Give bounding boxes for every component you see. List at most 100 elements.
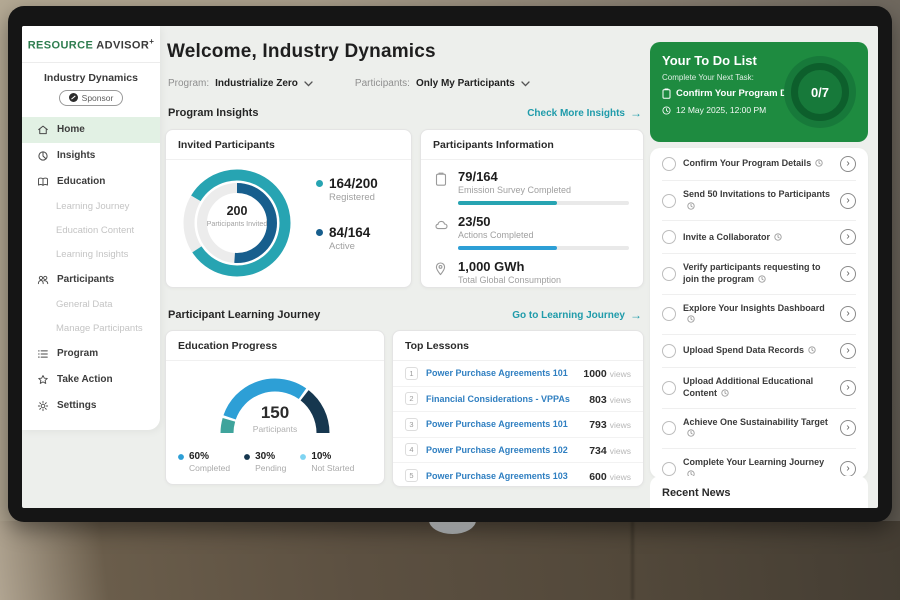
lesson-rank: 1 (405, 366, 418, 380)
top-lessons-card-title: Top Lessons (393, 331, 643, 361)
sidebar-item-label: Settings (57, 400, 97, 412)
task-checkbox[interactable] (662, 461, 676, 476)
task-row: Invite a Collaborator › (662, 221, 856, 255)
lesson-link[interactable]: Power Purchase Agreements 101 (426, 419, 568, 430)
todo-subtitle: Complete Your Next Task: (662, 73, 754, 82)
task-row: Send 50 Invitations to Participants › (662, 181, 856, 222)
logo-advisor: ADVISOR (96, 39, 150, 52)
survey-value: 79/164 (458, 169, 498, 184)
task-clock-icon (687, 315, 695, 324)
task-label: Complete Your Learning Journey (683, 456, 825, 467)
settings-icon (37, 400, 49, 411)
chevron-right-icon: › (846, 231, 850, 243)
chevron-right-icon: › (846, 381, 850, 393)
sidebar-item-label: Take Action (57, 374, 113, 386)
survey-label: Emission Survey Completed (458, 185, 572, 195)
lesson-link[interactable]: Power Purchase Agreements 103 (426, 470, 568, 481)
sidebar-item-general-data[interactable]: General Data (56, 299, 113, 311)
task-chevron-button[interactable]: › (840, 192, 856, 209)
survey-progress-bar (458, 201, 629, 205)
task-chevron-button[interactable]: › (840, 420, 856, 437)
task-checkbox[interactable] (662, 230, 676, 245)
check-more-insights-link[interactable]: Check More Insights → (527, 106, 642, 120)
sidebar-item-label: Participants (57, 274, 115, 286)
task-row: Explore Your Insights Dashboard › (662, 295, 856, 336)
gauge-notstarted-arc (220, 417, 236, 434)
insights-icon (38, 151, 48, 161)
registered-dot-icon (316, 180, 323, 187)
task-checkbox[interactable] (662, 157, 676, 171)
recent-news-title: Recent News (662, 487, 731, 499)
legend-completed: 60% Completed (178, 451, 230, 473)
task-clock-icon (687, 202, 695, 210)
sidebar-nav: Home Insights Education Learning Journey… (22, 116, 160, 419)
task-checkbox[interactable] (662, 380, 676, 395)
lesson-rank: 2 (405, 392, 418, 406)
sidebar-item-take-action[interactable]: Take Action (22, 367, 160, 393)
lesson-row: 5 Power Purchase Agreements 103 600 views (393, 463, 643, 486)
gauge-center-label: Participants (252, 424, 298, 434)
pending-dot-icon (244, 453, 251, 460)
task-checkbox[interactable] (662, 307, 676, 322)
go-to-learning-journey-link[interactable]: Go to Learning Journey → (512, 308, 642, 322)
program-dropdown[interactable]: Program: Industrialize Zero (168, 78, 313, 89)
task-clock-icon (808, 346, 816, 354)
learning-journey-title: Participant Learning Journey (168, 309, 321, 321)
lesson-row: 4 Power Purchase Agreements 102 734 views (393, 438, 643, 463)
chevron-right-icon: › (846, 422, 850, 434)
education-icon (38, 177, 48, 186)
sidebar-item-education-content[interactable]: Education Content (56, 225, 135, 237)
todo-summary-card: Your To Do List Complete Your Next Task:… (650, 42, 868, 142)
task-checkbox[interactable] (662, 421, 676, 436)
task-chevron-button[interactable]: › (840, 156, 856, 172)
todo-progress-ring: 0/7 (784, 56, 856, 128)
sidebar-item-participants[interactable]: Participants (22, 267, 160, 293)
sidebar-item-settings[interactable]: Settings (22, 393, 160, 419)
chevron-right-icon: › (846, 462, 850, 474)
task-label: Upload Additional Educational Content (683, 376, 814, 398)
task-chevron-button[interactable]: › (840, 229, 856, 246)
program-insights-title: Program Insights (168, 107, 259, 119)
sidebar-item-home[interactable]: Home (22, 116, 160, 143)
legend-active: 84/164 Active (316, 225, 378, 252)
sponsor-badge: Sponsor (58, 89, 124, 106)
chevron-right-icon: › (846, 345, 850, 357)
donut-center: 200 Participants Invited (202, 204, 272, 228)
task-chevron-button[interactable]: › (840, 343, 856, 360)
actions-progress-bar (458, 246, 629, 250)
lesson-link[interactable]: Power Purchase Agreements 101 (426, 368, 568, 379)
task-chevron-button[interactable]: › (840, 379, 856, 396)
chevron-down-icon (304, 80, 313, 87)
sidebar: RESOURCE ADVISOR+ Industry Dynamics Spon… (22, 26, 160, 430)
task-chevron-button[interactable]: › (840, 266, 856, 283)
sidebar-item-education[interactable]: Education (22, 169, 160, 195)
chevron-down-icon (521, 80, 530, 87)
sidebar-item-program[interactable]: Program (22, 341, 160, 367)
task-row: Confirm Your Program Details › (662, 148, 856, 181)
logo-plus: + (149, 37, 155, 46)
participants-dropdown[interactable]: Participants: Only My Participants (355, 78, 530, 89)
task-chevron-button[interactable]: › (840, 306, 856, 323)
task-checkbox[interactable] (662, 267, 676, 282)
arrow-right-icon: → (630, 308, 642, 322)
lesson-rank: 4 (405, 443, 418, 457)
consumption-label: Total Global Consumption (458, 275, 562, 285)
invited-participants-card: Invited Participants 200 Participants In… (165, 129, 412, 288)
task-label: Achieve One Sustainability Target (683, 416, 828, 427)
completed-dot-icon (178, 453, 184, 460)
home-icon (38, 125, 48, 134)
invited-participants-donut-chart: 200 Participants Invited (178, 164, 296, 282)
sponsor-icon (68, 93, 78, 103)
sidebar-item-learning-insights[interactable]: Learning Insights (56, 249, 129, 261)
sidebar-item-insights[interactable]: Insights (22, 143, 160, 169)
arrow-right-icon: → (630, 106, 642, 120)
chevron-right-icon: › (846, 268, 850, 280)
lesson-link[interactable]: Financial Considerations - VPPAs (426, 393, 570, 404)
task-checkbox[interactable] (662, 193, 676, 208)
task-row: Upload Additional Educational Content › (662, 368, 856, 409)
task-checkbox[interactable] (662, 344, 676, 359)
sidebar-item-manage-participants[interactable]: Manage Participants (56, 323, 143, 335)
sidebar-item-learning-journey[interactable]: Learning Journey (56, 201, 130, 213)
lesson-link[interactable]: Power Purchase Agreements 102 (426, 444, 568, 455)
task-chevron-button[interactable]: › (840, 460, 856, 477)
